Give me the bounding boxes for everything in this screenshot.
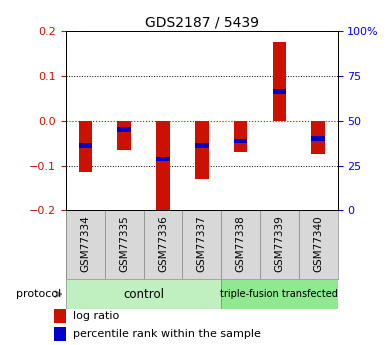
Bar [311,121,325,155]
Bar [54,309,66,323]
Text: GSM77336: GSM77336 [158,215,168,272]
Bar [260,210,299,279]
Bar [299,210,338,279]
Bar [273,42,286,121]
Text: log ratio: log ratio [73,311,119,321]
Bar [234,121,248,152]
Bar [311,136,325,141]
Bar [54,327,66,341]
Bar [105,210,144,279]
Bar [234,139,248,143]
Title: GDS2187 / 5439: GDS2187 / 5439 [145,16,259,30]
Text: GSM77335: GSM77335 [119,215,129,272]
Bar [156,157,170,161]
Bar [195,143,209,148]
Bar [273,89,286,94]
Bar [66,210,105,279]
Bar [156,121,170,210]
Text: percentile rank within the sample: percentile rank within the sample [73,329,261,339]
Bar [66,279,221,309]
Bar [221,279,338,309]
Bar [182,210,221,279]
Bar [195,121,209,179]
Bar [78,121,92,172]
Bar [78,143,92,148]
Bar [221,210,260,279]
Bar [118,121,131,150]
Text: GSM77337: GSM77337 [197,215,207,272]
Text: triple-fusion transfected: triple-fusion transfected [220,289,338,299]
Text: GSM77340: GSM77340 [313,215,323,272]
Text: GSM77334: GSM77334 [80,215,90,272]
Text: GSM77339: GSM77339 [274,215,284,272]
Bar [144,210,182,279]
Text: GSM77338: GSM77338 [236,215,246,272]
Bar [118,128,131,132]
Text: control: control [123,288,164,300]
Text: protocol: protocol [16,289,61,299]
